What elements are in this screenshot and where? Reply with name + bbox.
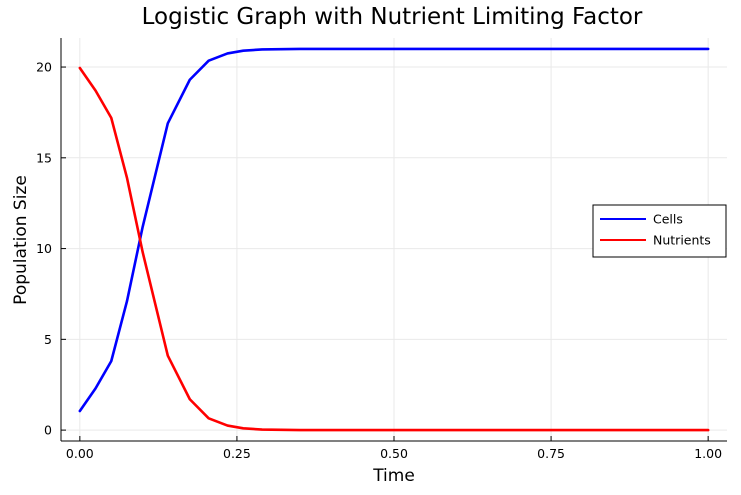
y-axis-label: Population Size [11, 175, 31, 305]
legend: Cells Nutrients [592, 204, 727, 258]
legend-label-cells: Cells [653, 212, 683, 227]
x-ticks: 0.00 0.25 0.50 0.75 1.00 [66, 436, 722, 461]
y-tick-label: 5 [44, 332, 52, 347]
x-tick-label: 0.75 [537, 446, 565, 461]
y-tick-label: 10 [36, 241, 52, 256]
x-tick-label: 0.50 [380, 446, 408, 461]
series-line-cells [78, 47, 710, 413]
x-tick-label: 1.00 [694, 446, 722, 461]
x-tick-label: 0.00 [66, 446, 94, 461]
chart-title: Logistic Graph with Nutrient Limiting Fa… [142, 4, 643, 30]
series-group [78, 47, 710, 432]
y-tick-label: 15 [36, 150, 52, 165]
x-tick-label: 0.25 [223, 446, 251, 461]
legend-box [592, 204, 727, 258]
y-tick-label: 0 [44, 423, 52, 438]
legend-label-nutrients: Nutrients [653, 233, 711, 248]
y-ticks: 0 5 10 15 20 [36, 60, 66, 438]
y-tick-label: 20 [36, 60, 52, 75]
series-line-nutrients [78, 66, 710, 432]
x-axis-label: Time [372, 466, 415, 486]
